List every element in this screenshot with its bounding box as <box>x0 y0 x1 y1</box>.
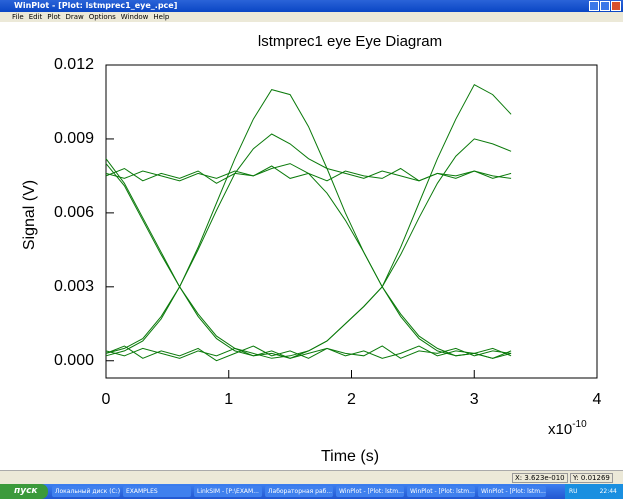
status-x: X: 3.623e-010 <box>512 473 568 483</box>
x-tick-label: 1 <box>224 391 233 408</box>
start-button[interactable]: пуск <box>0 484 48 499</box>
status-bar: X: 3.623e-010 Y: 0.01269 <box>0 470 623 484</box>
taskbar-item[interactable]: LinkSIM - [P:\EXAM... <box>194 486 262 497</box>
menu-item[interactable]: Options <box>88 13 116 21</box>
menu-item[interactable]: Window <box>120 13 149 21</box>
x-multiplier: x10-10 <box>548 419 587 438</box>
tray: RU 22:44 <box>565 484 623 499</box>
y-tick-label: 0.012 <box>54 56 94 73</box>
x-multiplier-exponent: -10 <box>572 419 587 430</box>
menu-item[interactable]: Edit <box>28 13 43 21</box>
menu-item[interactable]: Plot <box>47 13 61 21</box>
minimize[interactable] <box>589 1 599 11</box>
x-axis-label: Time (s) <box>321 448 379 465</box>
taskbar-item[interactable]: WinPlot - [Plot: lstm... <box>336 486 404 497</box>
clock: 22:44 <box>599 488 617 495</box>
chart: lstmprec1 eye Eye Diagram Time (s) Signa… <box>21 33 602 465</box>
trace <box>105 84 512 359</box>
x-tick-label: 2 <box>347 391 356 408</box>
trace <box>105 165 512 184</box>
trace <box>105 163 512 359</box>
chart-title: lstmprec1 eye Eye Diagram <box>258 33 442 50</box>
taskbar-item[interactable]: Лабораторная раб... <box>265 486 333 497</box>
x-tick-label: 0 <box>102 391 111 408</box>
taskbar-items: Локальный диск (C:) EXAMPLES LinkSIM - [P:… <box>52 486 546 497</box>
menu-item[interactable]: Help <box>153 13 170 21</box>
plot-frame <box>105 64 598 379</box>
menu-bar: File Edit Plot Draw Options Window Help <box>0 12 623 22</box>
close[interactable] <box>611 1 621 11</box>
lang: RU <box>569 488 578 495</box>
taskbar-item[interactable]: WinPlot - [Plot: lstm... <box>407 486 475 497</box>
window-title: WinPlot - [Plot: lstmprec1_eye_.pce] <box>14 1 178 10</box>
y-tick-label: 0.006 <box>54 204 94 221</box>
window-buttons <box>589 1 621 11</box>
title-bar: WinPlot - [Plot: lstmprec1_eye_.pce] <box>0 0 623 12</box>
y-tick-label: 0.000 <box>54 352 94 369</box>
taskbar-item[interactable]: EXAMPLES <box>123 486 191 497</box>
x-tick-label: 3 <box>470 391 479 408</box>
trace <box>105 138 512 359</box>
y-axis-label: Signal (V) <box>21 180 38 250</box>
y-tick-label: 0.009 <box>54 130 94 147</box>
trace <box>105 133 512 354</box>
trace <box>105 345 512 362</box>
menu-item[interactable]: Draw <box>65 13 84 21</box>
status-y: Y: 0.01269 <box>570 473 613 483</box>
trace <box>105 163 512 359</box>
taskbar: пуск Локальный диск (C:) EXAMPLES LinkSIM … <box>0 484 623 499</box>
x-multiplier-base: x10 <box>548 421 572 438</box>
y-tick-label: 0.003 <box>54 278 94 295</box>
taskbar-item[interactable]: Локальный диск (C:) <box>52 486 120 497</box>
menu-item[interactable]: File <box>12 13 24 21</box>
taskbar-item[interactable]: WinPlot - [Plot: lstm... <box>478 486 546 497</box>
x-tick-label: 4 <box>593 391 602 408</box>
maximize[interactable] <box>600 1 610 11</box>
